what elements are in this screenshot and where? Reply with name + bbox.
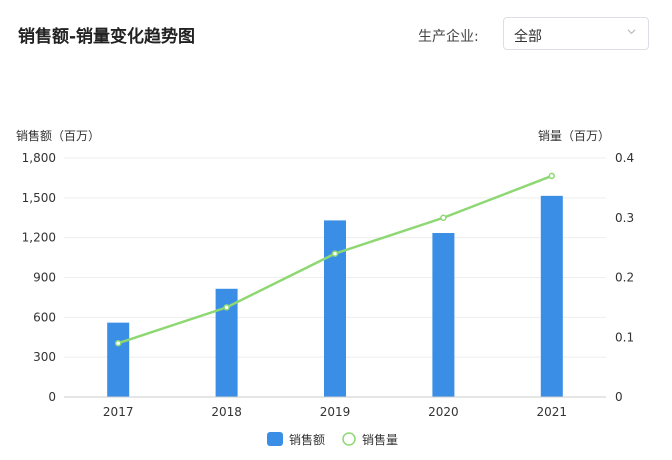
- y-left-axis-title: 销售额（百万）: [16, 128, 100, 143]
- company-select-value: 全部: [514, 29, 542, 45]
- line-point-2018: [223, 304, 230, 311]
- bar-2019: [324, 220, 346, 397]
- chevron-down-icon: [627, 29, 636, 35]
- bar-2018: [215, 288, 238, 397]
- legend: 销售额 销售量: [267, 432, 398, 447]
- filter-label: 生产企业:: [418, 29, 479, 45]
- y-right-tick-label: 0.2: [615, 271, 634, 285]
- x-tick-label: 2019: [320, 405, 351, 419]
- company-select[interactable]: 全部: [503, 17, 649, 50]
- line-point-2019: [331, 250, 339, 257]
- right-axis: 0 0.1 0.2 0.3 0.4 销量（百万）: [538, 129, 634, 404]
- y-right-tick-label: 0.1: [615, 330, 634, 344]
- line-point-2021: [548, 172, 556, 180]
- y-right-axis-title: 销量（百万）: [538, 129, 610, 143]
- x-tick-label: 2017: [103, 405, 134, 419]
- y-left-tick-label: 600: [33, 310, 56, 324]
- x-tick-label: 2020: [428, 405, 459, 419]
- y-right-tick-label: 0.3: [615, 211, 634, 225]
- left-axis: 0 300 600 900 1,200 1,500 1,800 销售额（百万）: [16, 128, 100, 404]
- y-right-tick-label: 0.4: [615, 151, 634, 165]
- line-point-2017: [114, 339, 122, 347]
- x-tick-label: 2021: [537, 405, 568, 419]
- bar-2021: [540, 195, 563, 397]
- bars: [107, 195, 563, 397]
- line-series: [114, 172, 556, 347]
- legend-line-label[interactable]: 销售量: [362, 432, 398, 447]
- legend-line-swatch[interactable]: [342, 432, 356, 446]
- bar-2017: [107, 322, 130, 397]
- y-left-tick-label: 1,800: [22, 151, 56, 165]
- y-left-tick-label: 0: [48, 390, 56, 404]
- legend-bar-label[interactable]: 销售额: [289, 432, 325, 447]
- legend-bar-swatch[interactable]: [267, 432, 283, 446]
- y-left-tick-label: 300: [33, 350, 56, 364]
- chart-title: 销售额-销量变化趋势图: [18, 27, 196, 47]
- bar-2020: [432, 233, 455, 397]
- line-point-2020: [440, 214, 447, 221]
- y-right-tick-label: 0: [615, 390, 623, 404]
- y-left-tick-label: 1,200: [22, 231, 56, 245]
- x-tick-label: 2018: [211, 405, 242, 419]
- x-axis: 2017 2018 2019 2020 2021: [64, 396, 606, 419]
- y-left-tick-label: 1,500: [22, 191, 56, 205]
- y-left-tick-label: 900: [33, 271, 56, 285]
